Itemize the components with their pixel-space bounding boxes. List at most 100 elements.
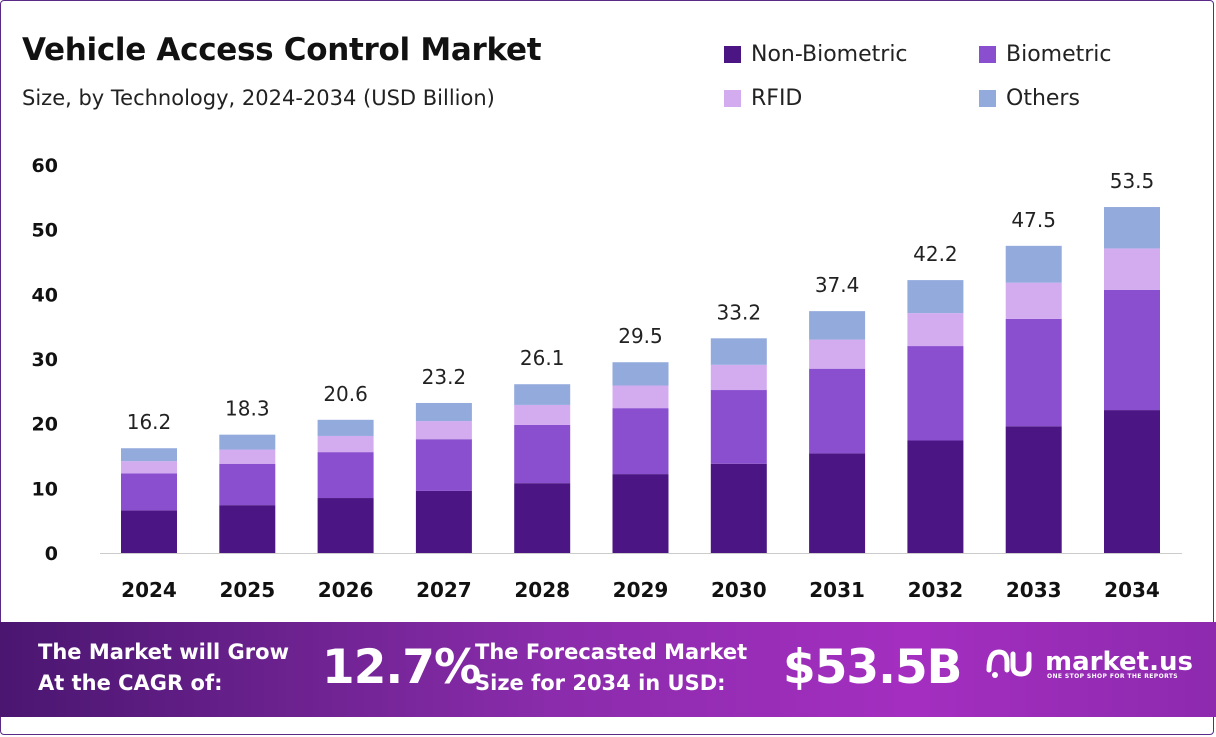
summary-banner: The Market will Grow At the CAGR of: 12.…: [0, 622, 1216, 717]
x-tick-label: 2027: [416, 578, 472, 602]
x-tick-label: 2032: [908, 578, 964, 602]
bar-segment-non-biometric: [219, 505, 276, 553]
bar-segment-non-biometric: [710, 463, 767, 553]
bar-segment-biometric: [317, 452, 374, 499]
bar-segment-non-biometric: [809, 453, 866, 553]
bar-segment-rfid: [514, 404, 571, 425]
bar-segment-non-biometric: [612, 474, 669, 553]
forecast-value: $53.5B: [783, 640, 962, 695]
x-tick-label: 2030: [711, 578, 767, 602]
bar-segment-rfid: [415, 421, 472, 440]
legend-item-rfid: RFID: [724, 86, 802, 111]
bar-total-label: 16.2: [127, 410, 172, 434]
bar-segment-biometric: [415, 439, 472, 491]
bar-segment-rfid: [612, 385, 669, 409]
x-tick-label: 2034: [1104, 578, 1160, 602]
legend-swatch-biometric: [979, 46, 996, 63]
stacked-bar-chart: 010203040506016.2202418.3202520.6202623.…: [32, 155, 1182, 602]
legend-label-non-biometric: Non-Biometric: [751, 42, 908, 67]
bar-total-label: 18.3: [225, 397, 270, 421]
bar-segment-rfid: [1104, 248, 1160, 290]
bar-segment-others: [317, 419, 374, 436]
bar-segment-biometric: [612, 408, 669, 475]
legend-item-biometric: Biometric: [979, 42, 1112, 67]
cagr-label-line1: The Market will Grow: [38, 640, 289, 664]
bar-segment-others: [415, 402, 472, 422]
bar-total-label: 20.6: [323, 382, 368, 406]
cagr-label: The Market will Grow At the CAGR of:: [38, 637, 289, 699]
bar-segment-biometric: [219, 463, 276, 506]
legend-label-rfid: RFID: [751, 86, 803, 111]
bar-segment-biometric: [710, 390, 767, 464]
y-tick-label: 60: [32, 155, 58, 177]
bar-segment-non-biometric: [1104, 410, 1160, 553]
bar-segment-rfid: [907, 313, 964, 347]
legend-swatch-others: [979, 90, 996, 107]
x-tick-label: 2029: [613, 578, 669, 602]
x-tick-label: 2026: [318, 578, 374, 602]
bar-segment-rfid: [809, 339, 866, 369]
bar-segment-others: [1104, 207, 1160, 249]
market-us-logo[interactable]: market.us ONE STOP SHOP FOR THE REPORTS: [985, 642, 1193, 682]
y-tick-label: 20: [32, 414, 58, 436]
legend-label-others: Others: [1006, 86, 1080, 111]
y-tick-label: 10: [32, 478, 58, 500]
x-tick-label: 2025: [219, 578, 275, 602]
bar-segment-non-biometric: [121, 510, 177, 553]
bar-segment-rfid: [121, 461, 177, 474]
x-tick-label: 2024: [121, 578, 177, 602]
bar-total-label: 37.4: [815, 273, 860, 297]
x-tick-label: 2033: [1006, 578, 1062, 602]
bar-segment-biometric: [1005, 318, 1062, 427]
logo-name: market.us: [1045, 647, 1193, 677]
y-tick-label: 0: [45, 543, 58, 565]
bar-segment-non-biometric: [514, 483, 571, 553]
bar-segment-non-biometric: [907, 440, 964, 553]
bar-segment-biometric: [121, 473, 177, 511]
bar-segment-rfid: [219, 449, 276, 464]
bar-total-label: 53.5: [1110, 169, 1155, 193]
bar-segment-biometric: [907, 346, 964, 441]
x-tick-label: 2028: [514, 578, 570, 602]
y-tick-label: 30: [32, 349, 58, 371]
logo-tagline: ONE STOP SHOP FOR THE REPORTS: [1047, 673, 1179, 680]
bar-segment-others: [121, 448, 177, 462]
chart-subtitle: Size, by Technology, 2024-2034 (USD Bill…: [22, 86, 495, 110]
legend-label-biometric: Biometric: [1006, 42, 1112, 67]
legend-swatch-rfid: [724, 90, 741, 107]
bar-segment-others: [907, 280, 964, 314]
bar-segment-others: [710, 338, 767, 365]
bar-segment-biometric: [809, 368, 866, 454]
legend-item-others: Others: [979, 86, 1080, 111]
bar-segment-rfid: [1005, 282, 1062, 319]
bar-segment-others: [1005, 245, 1062, 283]
bar-total-label: 33.2: [717, 300, 762, 324]
bar-total-label: 26.1: [520, 346, 565, 370]
bar-total-label: 23.2: [422, 365, 467, 389]
bar-segment-biometric: [1104, 289, 1160, 411]
bar-segment-others: [219, 434, 276, 450]
y-tick-label: 50: [32, 220, 58, 242]
bar-segment-non-biometric: [317, 498, 374, 553]
bar-total-label: 42.2: [913, 242, 958, 266]
legend-swatch-non-biometric: [724, 46, 741, 63]
bar-segment-biometric: [514, 424, 571, 484]
bar-total-label: 47.5: [1011, 208, 1056, 232]
bar-segment-others: [612, 362, 669, 386]
chart-title: Vehicle Access Control Market: [22, 32, 542, 68]
bar-segment-rfid: [710, 364, 767, 391]
bar-segment-non-biometric: [1005, 426, 1062, 553]
bar-total-label: 29.5: [618, 324, 663, 348]
y-tick-label: 40: [32, 284, 58, 306]
cagr-value: 12.7%: [322, 640, 481, 695]
forecast-label-line2: Size for 2034 in USD:: [475, 671, 726, 695]
legend-item-non-biometric: Non-Biometric: [724, 42, 908, 67]
bar-segment-rfid: [317, 435, 374, 453]
bar-segment-others: [809, 311, 866, 340]
x-tick-label: 2031: [809, 578, 865, 602]
bar-segment-others: [514, 384, 571, 405]
forecast-label: The Forecasted Market Size for 2034 in U…: [475, 637, 747, 699]
bar-segment-non-biometric: [415, 490, 472, 553]
market-us-logo-icon: [986, 649, 1032, 678]
